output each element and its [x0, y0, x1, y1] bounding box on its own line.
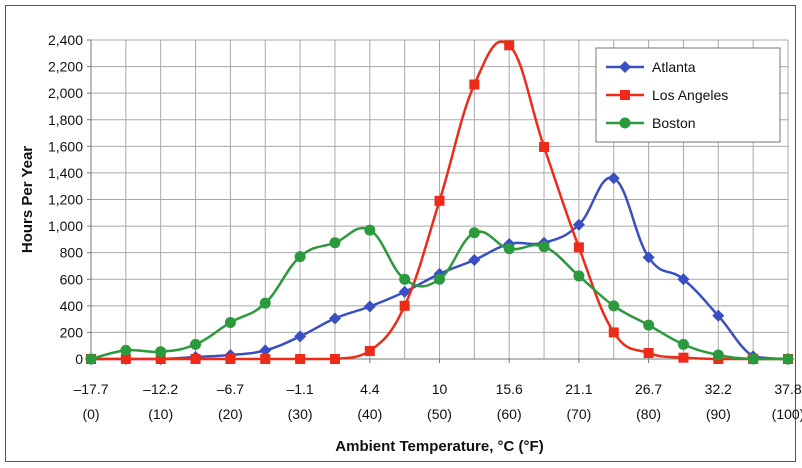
x-tick-label-celsius: –6.7 [217, 381, 244, 397]
data-point-atlanta [363, 300, 376, 313]
x-tick-label-celsius: –12.2 [143, 381, 178, 397]
x-tick-label-fahrenheit: (40) [357, 406, 382, 422]
y-tick-label: 2,200 [48, 59, 83, 75]
legend-label-atlanta: Atlanta [652, 59, 696, 75]
data-point-atlanta [328, 312, 341, 325]
x-tick-label-fahrenheit: (50) [427, 406, 452, 422]
y-axis-title: Hours Per Year [19, 146, 36, 253]
data-point-boston [608, 300, 620, 312]
data-point-boston [155, 346, 167, 358]
data-point-boston [468, 227, 480, 239]
data-point-los-angeles [504, 40, 515, 51]
data-point-los-angeles [573, 242, 584, 253]
data-point-los-angeles [399, 300, 410, 311]
x-tick-label-fahrenheit: (70) [566, 406, 591, 422]
x-tick-label-celsius: 4.4 [360, 381, 380, 397]
data-point-atlanta [259, 344, 272, 357]
data-point-los-angeles [364, 346, 375, 357]
data-point-boston [120, 344, 132, 356]
data-point-boston [782, 353, 794, 365]
data-point-atlanta [712, 309, 725, 322]
x-tick-label-celsius: 26.7 [635, 381, 662, 397]
data-point-los-angeles [678, 352, 689, 363]
x-tick-label-celsius: 15.6 [496, 381, 523, 397]
data-point-los-angeles [434, 195, 445, 206]
x-tick-label-fahrenheit: (20) [218, 406, 243, 422]
legend: Atlanta Los Angeles Boston [595, 47, 781, 143]
data-point-boston [399, 273, 411, 285]
data-point-boston [747, 353, 759, 365]
x-axis: –17.7 (0) –12.2 (10) –6.7 (20) –1.1 (30) 4.4 (40)… [73, 358, 802, 422]
y-tick-label: 1,600 [48, 138, 83, 154]
data-point-boston [503, 243, 515, 255]
data-point-atlanta [398, 285, 411, 298]
data-point-los-angeles [260, 354, 271, 364]
y-tick-label: 1,400 [48, 165, 83, 181]
y-tick-label: 0 [75, 351, 83, 367]
data-point-boston [190, 338, 202, 350]
legend-marker-atlanta [619, 61, 631, 73]
x-tick-label-fahrenheit: (0) [82, 406, 99, 422]
data-point-los-angeles [643, 348, 654, 359]
x-tick-label-fahrenheit: (60) [497, 406, 522, 422]
legend-label-los-angeles: Los Angeles [652, 87, 728, 103]
data-point-los-angeles [608, 327, 619, 338]
x-tick-label-fahrenheit: (30) [288, 406, 313, 422]
x-tick-label-celsius: 10 [432, 381, 448, 397]
x-axis-title: Ambient Temperature, °C (°F) [335, 438, 543, 455]
data-point-los-angeles [225, 354, 236, 364]
data-point-boston [259, 297, 271, 309]
y-axis: 0 200 400 600 800 1,000 1,200 1,400 1,600 1,800 2,… [48, 32, 92, 367]
data-point-los-angeles [155, 354, 166, 364]
data-point-atlanta [607, 172, 620, 185]
series-group [85, 40, 794, 365]
y-tick-label: 800 [60, 245, 84, 261]
x-tick-label-fahrenheit: (80) [636, 406, 661, 422]
data-point-los-angeles [295, 354, 306, 364]
data-point-los-angeles [469, 79, 480, 90]
data-point-boston [538, 241, 550, 253]
data-point-boston [224, 316, 236, 328]
y-tick-label: 200 [60, 324, 84, 340]
y-tick-label: 1,000 [48, 218, 83, 234]
data-point-boston [364, 224, 376, 236]
x-tick-label-celsius: 21.1 [565, 381, 592, 397]
x-tick-label-celsius: 37.8 [774, 381, 801, 397]
data-point-atlanta [677, 273, 690, 286]
y-tick-label: 400 [60, 298, 84, 314]
data-point-boston [434, 273, 445, 285]
data-point-atlanta [642, 251, 655, 264]
data-point-atlanta [294, 330, 307, 343]
y-tick-label: 1,200 [48, 192, 83, 208]
data-point-atlanta [468, 253, 481, 266]
legend-marker-boston [619, 117, 631, 129]
data-point-los-angeles [190, 354, 201, 364]
data-point-boston [329, 237, 341, 249]
data-point-atlanta [572, 218, 585, 231]
y-tick-label: 1,800 [48, 112, 83, 128]
series-line-los-angeles [91, 40, 788, 361]
x-tick-label-celsius: 32.2 [705, 381, 732, 397]
y-tick-label: 2,000 [48, 85, 83, 101]
data-point-boston [573, 270, 585, 282]
series-boston [85, 224, 794, 365]
data-point-los-angeles [120, 354, 131, 364]
x-tick-label-fahrenheit: (100) [772, 406, 802, 422]
data-point-los-angeles [539, 141, 550, 152]
data-point-boston [712, 349, 724, 361]
legend-marker-los-angeles [620, 90, 630, 100]
x-tick-label-celsius: –17.7 [73, 381, 108, 397]
data-point-boston [294, 251, 306, 263]
data-point-los-angeles [329, 354, 340, 364]
data-point-boston [643, 319, 655, 331]
data-point-boston [85, 353, 97, 365]
x-tick-label-celsius: –1.1 [286, 381, 313, 397]
legend-label-boston: Boston [652, 115, 696, 131]
y-tick-label: 600 [60, 271, 84, 287]
x-tick-label-fahrenheit: (90) [706, 406, 731, 422]
y-tick-label: 2,400 [48, 32, 83, 48]
x-tick-label-fahrenheit: (10) [148, 406, 173, 422]
data-point-boston [677, 338, 689, 350]
